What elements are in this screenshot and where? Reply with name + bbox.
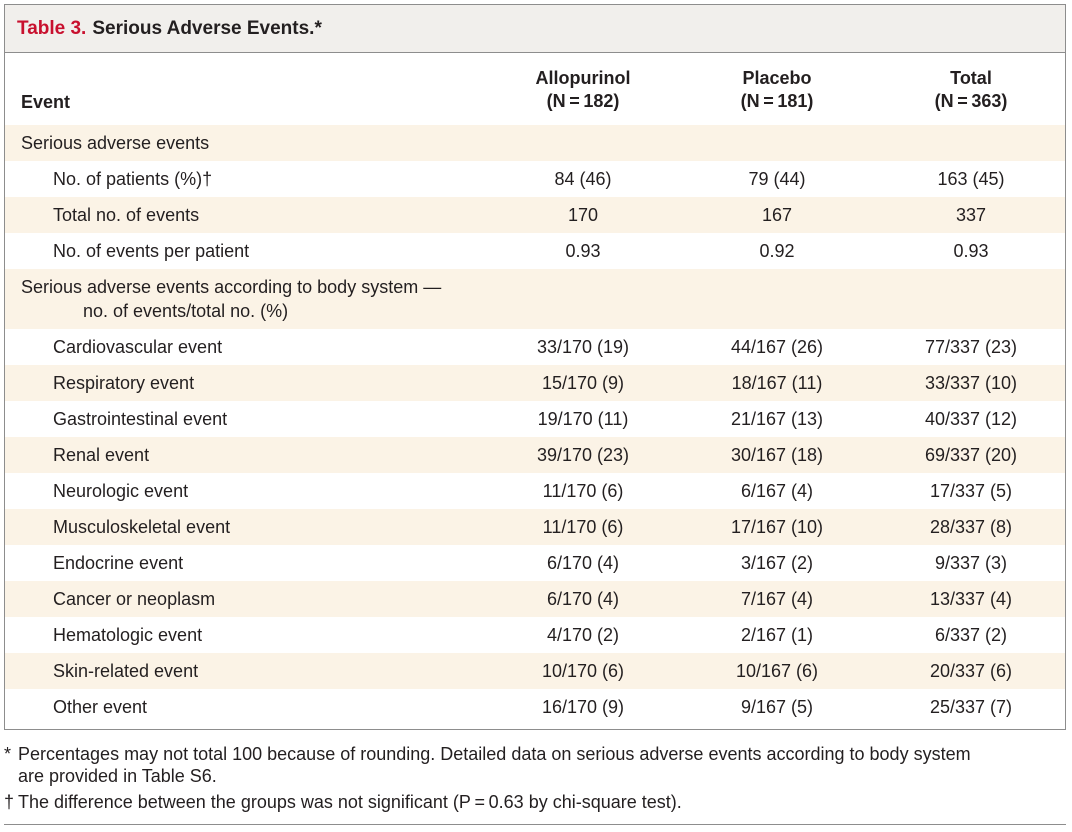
placebo-value: 3/167 (2) <box>740 552 814 573</box>
placebo-value: 0.92 <box>759 240 795 261</box>
total-value: 77/337 (23) <box>924 336 1018 357</box>
allopurinol-value: 84 (46) <box>554 168 612 189</box>
total-value: 6/337 (2) <box>934 624 1008 645</box>
row-label: Respiratory event <box>53 372 195 393</box>
table-row: Hematologic event 4/170 (2) 2/167 (1) 6/… <box>5 617 1065 653</box>
allopurinol-value: 6/170 (4) <box>546 552 620 573</box>
placebo-value: 21/167 (13) <box>730 408 824 429</box>
section-label: Serious adverse events according to body… <box>21 269 441 329</box>
row-label: Total no. of events <box>53 204 200 225</box>
total-value: 28/337 (8) <box>929 516 1013 537</box>
allopurinol-value: 0.93 <box>565 240 601 261</box>
total-value: 163 (45) <box>937 168 1005 189</box>
table-row: Neurologic event 11/170 (6) 6/167 (4) 17… <box>5 473 1065 509</box>
placebo-n: (N = 181) <box>740 91 814 111</box>
allopurinol-value: 11/170 (6) <box>542 480 624 501</box>
allopurinol-value: 4/170 (2) <box>546 624 620 645</box>
footnote-dagger-symbol: † <box>4 792 15 812</box>
row-label: Skin-related event <box>53 660 199 681</box>
table-header: Event Allopurinol (N = 182) Placebo (N =… <box>5 53 1065 125</box>
total-value: 20/337 (6) <box>929 660 1013 681</box>
placebo-value: 30/167 (18) <box>730 444 824 465</box>
allopurinol-label: Allopurinol <box>535 68 631 88</box>
footnote-star-line2: are provided in Table S6. <box>18 766 217 786</box>
row-label: Gastrointestinal event <box>53 408 228 429</box>
section-label-line2: no. of events/total no. (%) <box>83 301 289 321</box>
table-frame: Table 3. Serious Adverse Events.* Event … <box>4 4 1066 730</box>
footnote-dagger-text: The difference between the groups was no… <box>18 792 682 812</box>
table-row: Other event 16/170 (9) 9/167 (5) 25/337 … <box>5 689 1065 725</box>
row-label: No. of events per patient <box>53 240 250 261</box>
row-label: Renal event <box>53 444 150 465</box>
placebo-label: Placebo <box>742 68 812 88</box>
table-row: Musculoskeletal event 11/170 (6) 17/167 … <box>5 509 1065 545</box>
column-header-allopurinol: Allopurinol (N = 182) <box>493 67 673 113</box>
column-header-placebo: Placebo (N = 181) <box>687 67 867 113</box>
footnote-star-symbol: * <box>4 744 12 764</box>
table-row: Total no. of events 170 167 337 <box>5 197 1065 233</box>
table-number-label: Table 3. <box>17 17 87 39</box>
footnote-dagger: † The difference between the groups was n… <box>4 791 682 813</box>
total-value: 40/337 (12) <box>924 408 1018 429</box>
row-label: Musculoskeletal event <box>53 516 231 537</box>
total-value: 13/337 (4) <box>929 588 1013 609</box>
section-header-body-system: Serious adverse events according to body… <box>5 269 1065 329</box>
total-label: Total <box>950 68 992 88</box>
allopurinol-value: 10/170 (6) <box>541 660 625 681</box>
footnote-star: * Percentages may not total 100 because o… <box>4 743 971 787</box>
placebo-value: 7/167 (4) <box>740 588 814 609</box>
column-header-event: Event <box>21 92 71 112</box>
row-label: Other event <box>53 696 148 717</box>
placebo-value: 18/167 (11) <box>731 372 823 393</box>
total-value: 17/337 (5) <box>929 480 1013 501</box>
placebo-value: 6/167 (4) <box>740 480 814 501</box>
table-row: Endocrine event 6/170 (4) 3/167 (2) 9/33… <box>5 545 1065 581</box>
placebo-value: 79 (44) <box>748 168 806 189</box>
placebo-value: 9/167 (5) <box>740 696 814 717</box>
table-title-text: Serious Adverse Events.* <box>92 17 322 39</box>
table-row: Cancer or neoplasm 6/170 (4) 7/167 (4) 1… <box>5 581 1065 617</box>
section-header-serious-adverse-events: Serious adverse events <box>5 125 1065 161</box>
allopurinol-value: 39/170 (23) <box>536 444 630 465</box>
allopurinol-value: 11/170 (6) <box>542 516 624 537</box>
section-label: Serious adverse events <box>21 132 210 153</box>
table-row: No. of patients (%)† 84 (46) 79 (44) 163… <box>5 161 1065 197</box>
allopurinol-value: 33/170 (19) <box>536 336 630 357</box>
table-title: Table 3. Serious Adverse Events.* <box>5 5 1065 53</box>
row-label: Cancer or neoplasm <box>53 588 216 609</box>
column-header-total: Total (N = 363) <box>881 67 1061 113</box>
row-label: Neurologic event <box>53 480 189 501</box>
table-row: Gastrointestinal event 19/170 (11) 21/16… <box>5 401 1065 437</box>
placebo-value: 10/167 (6) <box>735 660 819 681</box>
bottom-divider <box>4 824 1066 825</box>
allopurinol-n: (N = 182) <box>546 91 620 111</box>
total-value: 69/337 (20) <box>924 444 1018 465</box>
row-label: Endocrine event <box>53 552 184 573</box>
placebo-value: 17/167 (10) <box>730 516 824 537</box>
allopurinol-value: 19/170 (11) <box>537 408 629 429</box>
row-label: Cardiovascular event <box>53 336 223 357</box>
table-row: Respiratory event 15/170 (9) 18/167 (11)… <box>5 365 1065 401</box>
total-value: 9/337 (3) <box>934 552 1008 573</box>
table-row: Renal event 39/170 (23) 30/167 (18) 69/3… <box>5 437 1065 473</box>
row-label: No. of patients (%)† <box>53 168 213 189</box>
row-label: Hematologic event <box>53 624 203 645</box>
total-n: (N = 363) <box>934 91 1008 111</box>
section-label-line1: Serious adverse events according to body… <box>21 277 442 297</box>
total-value: 337 <box>955 204 987 225</box>
total-value: 0.93 <box>953 240 989 261</box>
placebo-value: 44/167 (26) <box>730 336 824 357</box>
table-row: Skin-related event 10/170 (6) 10/167 (6)… <box>5 653 1065 689</box>
allopurinol-value: 15/170 (9) <box>541 372 625 393</box>
table-row: No. of events per patient 0.93 0.92 0.93 <box>5 233 1065 269</box>
placebo-value: 167 <box>761 204 793 225</box>
allopurinol-value: 16/170 (9) <box>541 696 625 717</box>
footnote-star-line1: Percentages may not total 100 because of… <box>18 744 971 764</box>
total-value: 25/337 (7) <box>929 696 1013 717</box>
allopurinol-value: 170 <box>567 204 599 225</box>
table-row: Cardiovascular event 33/170 (19) 44/167 … <box>5 329 1065 365</box>
allopurinol-value: 6/170 (4) <box>546 588 620 609</box>
total-value: 33/337 (10) <box>924 372 1018 393</box>
placebo-value: 2/167 (1) <box>740 624 814 645</box>
